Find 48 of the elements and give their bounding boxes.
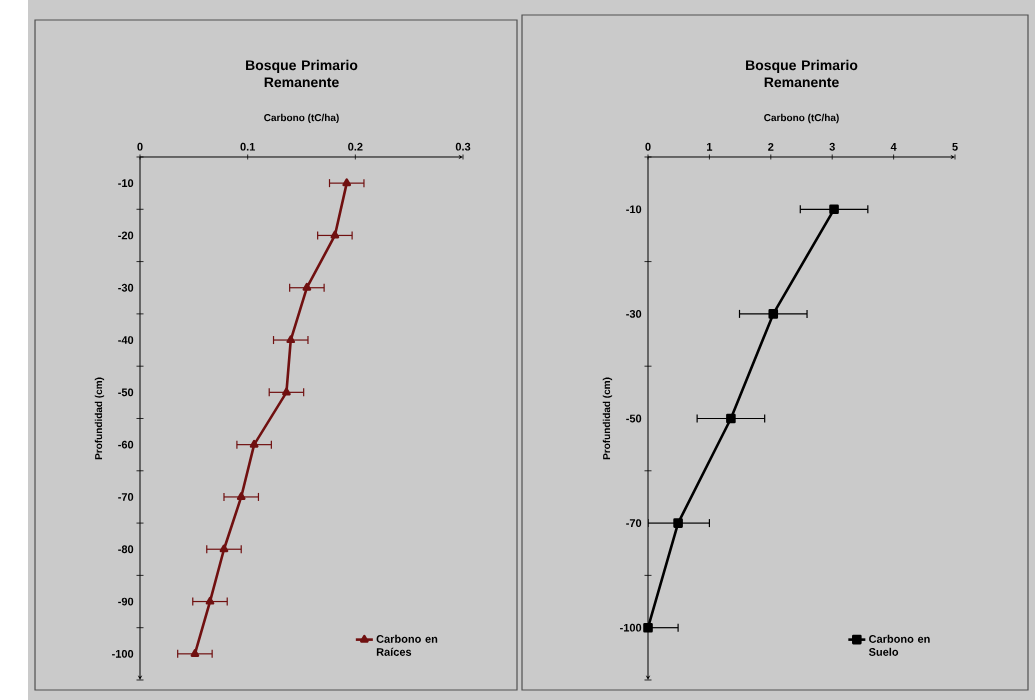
chart-title: Bosque Primario Remanente bbox=[246, 59, 358, 88]
point bbox=[643, 622, 653, 633]
point bbox=[829, 204, 839, 215]
point bbox=[286, 335, 296, 344]
legend-label: Carbono en Raíces bbox=[376, 634, 438, 656]
y-axis-title: Profundidad (cm) bbox=[94, 377, 105, 460]
legend-label: Carbono en Suelo bbox=[868, 634, 930, 656]
point bbox=[342, 178, 352, 187]
point bbox=[190, 649, 200, 657]
x-tick-label: 3 bbox=[829, 142, 835, 151]
y-tick-label: -20 bbox=[118, 231, 134, 240]
point bbox=[726, 413, 736, 424]
point bbox=[302, 282, 312, 291]
y-tick-label: -60 bbox=[118, 440, 134, 449]
x-axis-title: Carbono (tC/ha) bbox=[264, 113, 339, 124]
x-tick-label: 2 bbox=[768, 142, 774, 151]
y-tick-label: -70 bbox=[626, 519, 642, 527]
point bbox=[673, 518, 683, 528]
point bbox=[330, 230, 340, 239]
y-tick-label: -10 bbox=[626, 205, 642, 214]
y-tick-label: -90 bbox=[118, 597, 134, 606]
y-tick-label: -30 bbox=[626, 309, 642, 318]
y-tick-label: -100 bbox=[620, 623, 642, 632]
x-tick-label: 0.3 bbox=[455, 142, 471, 151]
x-tick-label: 0 bbox=[137, 142, 143, 151]
x-tick-label: 4 bbox=[890, 143, 897, 151]
point bbox=[249, 439, 259, 448]
y-tick-label: -50 bbox=[118, 388, 134, 397]
y-tick-label: -100 bbox=[112, 649, 134, 658]
x-tick-label: 0.1 bbox=[240, 142, 256, 151]
y-tick-label: -30 bbox=[118, 283, 134, 292]
x-tick-label: 0.2 bbox=[348, 142, 363, 151]
point bbox=[282, 387, 291, 396]
y-tick-label: -80 bbox=[118, 545, 134, 554]
x-tick-label: 1 bbox=[707, 143, 713, 151]
chart-title: Bosque Primario Remanente bbox=[746, 59, 858, 88]
point bbox=[768, 309, 779, 319]
point bbox=[236, 492, 246, 500]
y-tick-label: -40 bbox=[118, 336, 134, 344]
y-tick-label: -50 bbox=[626, 414, 642, 423]
point bbox=[205, 596, 215, 605]
y-tick-label: -70 bbox=[118, 493, 134, 501]
y-axis-title: Profundidad (cm) bbox=[602, 377, 613, 460]
point bbox=[219, 544, 229, 553]
x-tick-label: 5 bbox=[952, 142, 958, 151]
x-axis-title: Carbono (tC/ha) bbox=[764, 113, 839, 124]
y-tick-label: -10 bbox=[118, 179, 134, 188]
x-tick-label: 0 bbox=[645, 142, 651, 151]
